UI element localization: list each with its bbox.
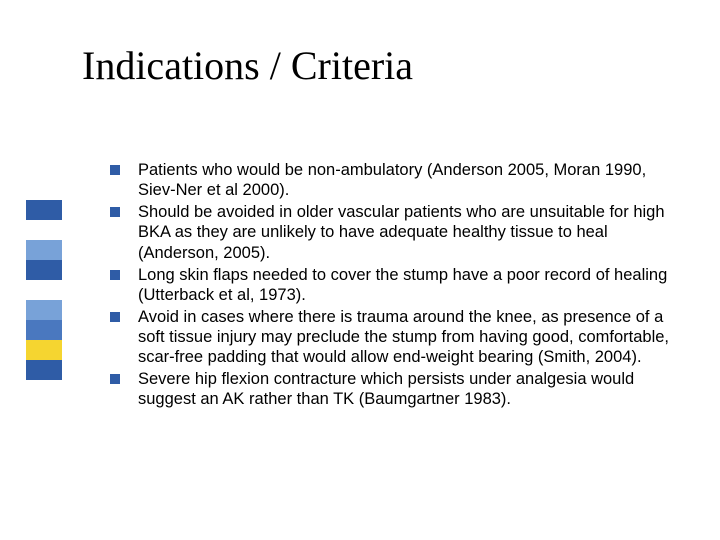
slide: Indications / Criteria Patients who woul… <box>0 0 720 540</box>
side-block-6 <box>26 320 62 340</box>
square-bullet-icon <box>110 165 120 175</box>
side-block-3 <box>26 260 62 280</box>
list-item: Avoid in cases where there is trauma aro… <box>110 307 670 367</box>
square-bullet-icon <box>110 312 120 322</box>
square-bullet-icon <box>110 270 120 280</box>
list-item: Long skin flaps needed to cover the stum… <box>110 265 670 305</box>
side-block-2 <box>26 240 62 260</box>
side-block-1 <box>26 220 62 240</box>
bullet-text: Avoid in cases where there is trauma aro… <box>138 307 670 367</box>
side-block-5 <box>26 300 62 320</box>
square-bullet-icon <box>110 207 120 217</box>
side-block-7 <box>26 340 62 360</box>
bullet-list: Patients who would be non-ambulatory (An… <box>110 160 670 412</box>
bullet-text: Severe hip flexion contracture which per… <box>138 369 670 409</box>
bullet-text: Should be avoided in older vascular pati… <box>138 202 670 262</box>
square-bullet-icon <box>110 374 120 384</box>
slide-title: Indications / Criteria <box>82 42 413 89</box>
bullet-text: Long skin flaps needed to cover the stum… <box>138 265 670 305</box>
list-item: Patients who would be non-ambulatory (An… <box>110 160 670 200</box>
list-item: Should be avoided in older vascular pati… <box>110 202 670 262</box>
side-block-0 <box>26 200 62 220</box>
side-graphic <box>26 200 62 380</box>
bullet-text: Patients who would be non-ambulatory (An… <box>138 160 670 200</box>
side-block-4 <box>26 280 62 300</box>
side-block-8 <box>26 360 62 380</box>
list-item: Severe hip flexion contracture which per… <box>110 369 670 409</box>
